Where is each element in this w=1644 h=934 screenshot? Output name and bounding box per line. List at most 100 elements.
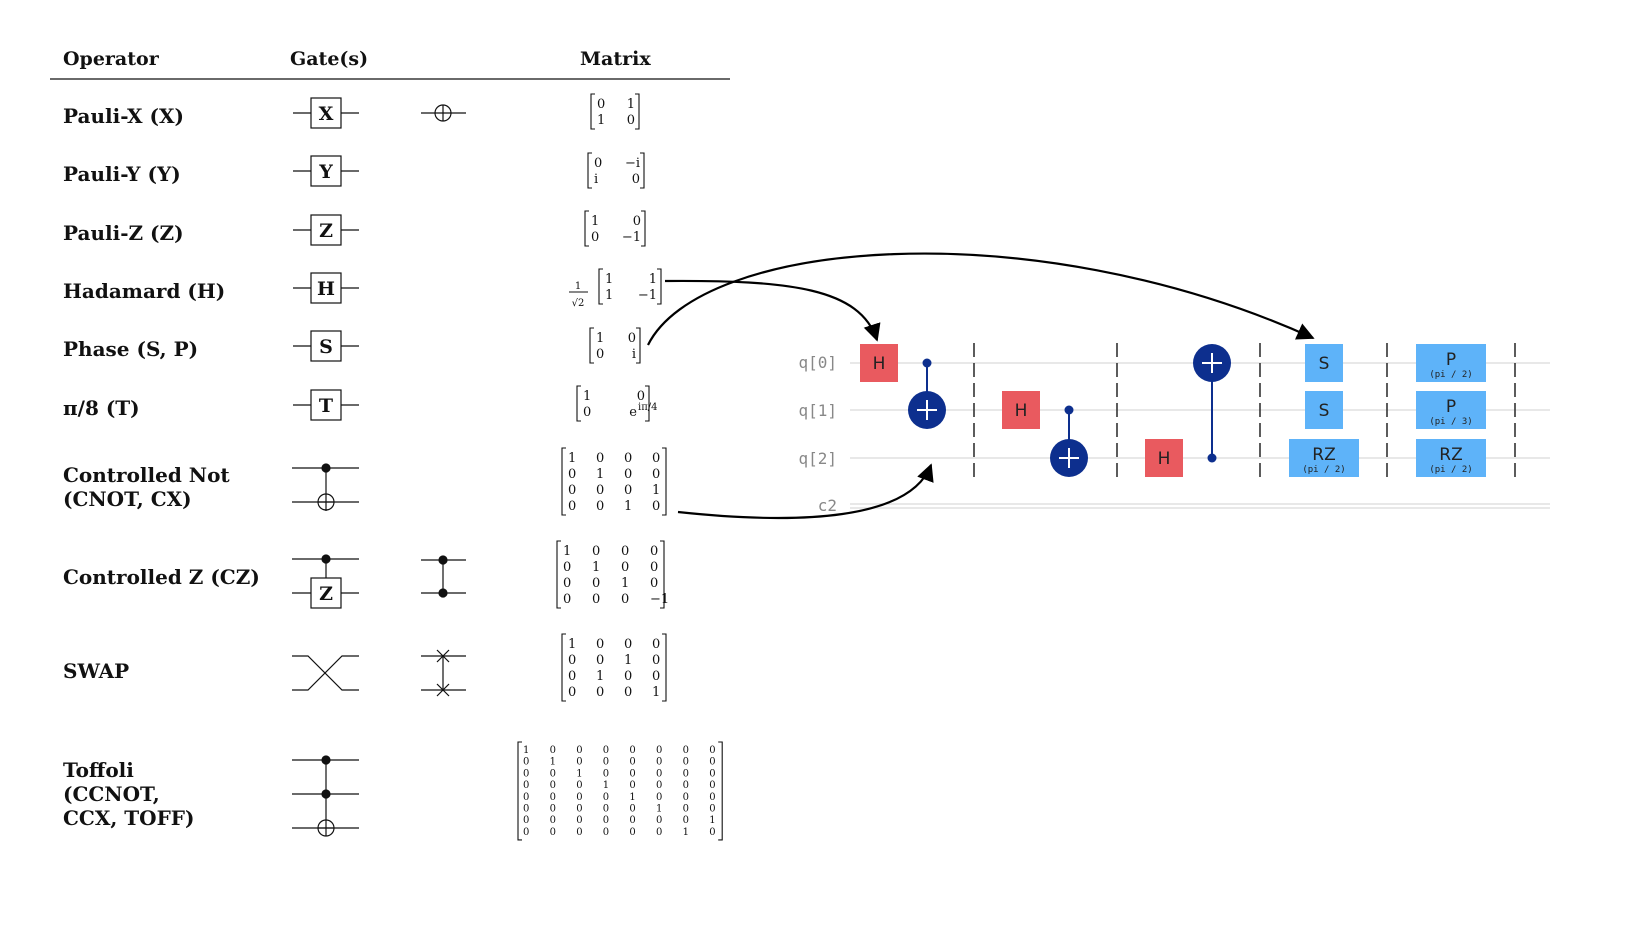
matrix-cell: 0: [629, 815, 635, 826]
operator-name: Controlled Not: [63, 463, 230, 487]
matrix-bracket-right: [641, 210, 646, 247]
gate-h-symbol: [293, 272, 359, 304]
matrix-cell: 0: [563, 576, 571, 591]
matrix-cell: 0: [596, 347, 604, 362]
matrix-cell: −1: [622, 230, 641, 245]
gate-t-symbol: [293, 389, 359, 421]
matrix-bracket-left: [576, 385, 581, 422]
h-gate-label: H: [873, 354, 886, 374]
matrix-cell: 0: [709, 792, 715, 803]
matrix-cell: 0: [563, 560, 571, 575]
matrix-cell: 0: [621, 592, 629, 607]
matrix-cell: 0: [683, 745, 689, 756]
matrix-cell: 1: [596, 669, 604, 684]
matrix-bracket-right: [640, 152, 645, 189]
h-gate: H: [1002, 391, 1040, 429]
matrix-pauli-z: 1 00 −1: [584, 210, 646, 247]
matrix-cell: 0: [656, 768, 662, 779]
matrix-bracket-left: [556, 540, 561, 609]
operator-name: Pauli-Y (Y): [63, 162, 181, 186]
matrix-bracket-left: [590, 93, 595, 130]
operator-name: SWAP: [63, 659, 129, 683]
matrix-cell: 0: [637, 389, 645, 404]
s-gate-label: S: [1319, 354, 1330, 374]
matrix-cell: 0: [652, 653, 660, 668]
cz-box-symbol: [292, 554, 359, 609]
header-gates: Gate(s): [290, 48, 368, 70]
matrix-cell: 0: [650, 544, 658, 559]
matrix-cell: 0: [550, 768, 556, 779]
matrix-cell: 0: [656, 745, 662, 756]
matrix-cell: 0: [576, 757, 582, 768]
p-gate-param: (pi / 2): [1429, 370, 1472, 380]
matrix-cell: 0: [523, 792, 529, 803]
operator-name: π/8 (T): [63, 396, 140, 420]
matrix-cell: 0: [583, 405, 591, 420]
matrix-cell: 1: [605, 288, 613, 303]
matrix-cell: 0: [621, 544, 629, 559]
matrix-cell: 1: [550, 757, 556, 768]
matrix-cell: 0: [523, 768, 529, 779]
matrix-cell: 0: [629, 745, 635, 756]
p-gate: P (pi / 2): [1416, 344, 1486, 382]
h-gate-label: H: [1158, 449, 1171, 469]
matrix-cell: 0: [594, 156, 602, 171]
matrix-cell: 1: [624, 499, 632, 514]
matrix-cell: 0: [709, 745, 715, 756]
rz-gate-label: RZ: [1439, 445, 1462, 465]
s-gate: S: [1305, 344, 1343, 382]
matrix-cell: 1: [568, 451, 576, 466]
matrix-cell: 1: [652, 483, 660, 498]
matrix-cell: 0: [591, 230, 599, 245]
gate-letter: S: [319, 336, 333, 358]
swap-x-symbol: [421, 649, 466, 697]
matrix-cell: 0: [596, 653, 604, 668]
matrix-cell: 0: [650, 576, 658, 591]
matrix-cell: 0: [628, 331, 636, 346]
p-gate-param: (pi / 3): [1429, 417, 1472, 427]
matrix-cell: 1: [563, 544, 571, 559]
matrix-cell: 1: [568, 637, 576, 652]
matrix-cell: 0: [709, 827, 715, 838]
header-matrix: Matrix: [580, 48, 651, 70]
matrix-cell: 0: [652, 467, 660, 482]
matrix-bracket-right: [718, 741, 723, 841]
matrix-cell: 0: [603, 815, 609, 826]
matrix-cell: 0: [550, 815, 556, 826]
matrix-cell: 0: [603, 745, 609, 756]
matrix-cell: 1: [591, 214, 599, 229]
matrix-cell: 0: [592, 592, 600, 607]
qubit-label-q0: q[0]: [798, 353, 837, 372]
matrix-cell: 0: [629, 768, 635, 779]
matrix-cell: 0: [576, 792, 582, 803]
matrix-cell: 1: [627, 97, 635, 112]
matrix-cell: 0: [624, 451, 632, 466]
matrix-cell: 0: [650, 560, 658, 575]
matrix-cz: 1 0 0 00 1 0 00 0 1 00 0 0 −1: [556, 540, 669, 609]
matrix-cell: 0: [576, 827, 582, 838]
gate-letter: X: [319, 103, 334, 125]
matrix-cell: i: [632, 347, 636, 362]
matrix-cell: 0: [683, 780, 689, 791]
matrix-cell: 0: [523, 827, 529, 838]
matrix-cell: 0: [656, 792, 662, 803]
matrix-cell: 0: [550, 780, 556, 791]
table-header: Operator Gate(s) Matrix: [50, 48, 730, 80]
matrix-cell: 0: [633, 214, 641, 229]
matrix-hadamard: 1 11 −1: [598, 268, 662, 305]
header-operator: Operator: [63, 48, 160, 70]
connector-arrows: [647, 252, 1315, 520]
matrix-cell: 0: [576, 815, 582, 826]
matrix-cell: 0: [624, 669, 632, 684]
matrix-cell: 0: [683, 768, 689, 779]
matrix-cell: 0: [523, 757, 529, 768]
matrix-cell: 1: [592, 560, 600, 575]
matrix-cell: 0: [652, 669, 660, 684]
matrix-cell: 1: [583, 389, 591, 404]
quantum-circuit: q[0] q[1] q[2] c2 H H H: [798, 343, 1550, 515]
matrices: 0 11 00 −ii 01 00 −11 11 −11 00 i1 00 e iπ/41 0 0 00 1 0 00…: [517, 93, 723, 841]
matrix-cell: 1: [656, 804, 662, 815]
matrix-cell: 0: [683, 815, 689, 826]
matrix-cell: 1: [621, 576, 629, 591]
matrix-cell: e: [629, 405, 637, 420]
